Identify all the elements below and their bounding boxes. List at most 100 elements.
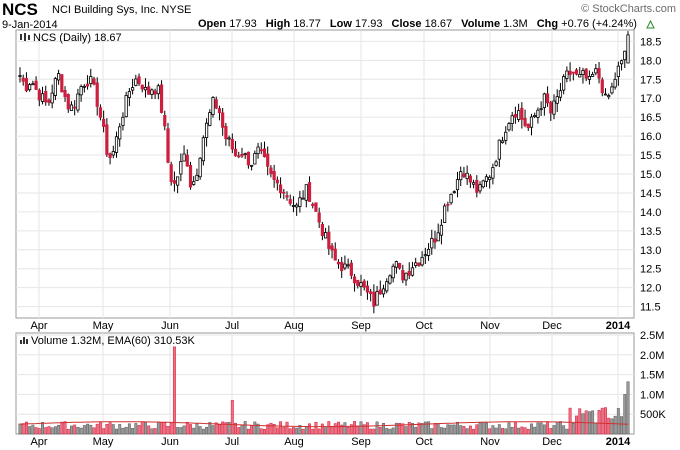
volume-bar-up	[89, 424, 93, 435]
volume-bar-down	[217, 424, 221, 435]
volume-bar-up	[555, 421, 559, 435]
price-x-tick-label: May	[93, 320, 114, 332]
candle	[417, 262, 421, 267]
candle-down-body	[34, 80, 38, 90]
volume-bar-up	[491, 425, 495, 435]
candle-up-body	[504, 131, 508, 141]
volume-bar-up	[562, 425, 566, 435]
candle	[478, 181, 482, 194]
price-legend: NCS (Daily) 18.67	[20, 32, 122, 44]
candle-down-body	[217, 108, 222, 114]
volume-bar-down	[282, 427, 286, 435]
candle	[314, 202, 318, 212]
candle-down-body	[275, 179, 279, 184]
candle-up-body	[484, 176, 489, 182]
candle	[275, 176, 279, 191]
candle	[465, 165, 469, 185]
volume-bar-down	[44, 427, 48, 435]
candle	[266, 146, 270, 176]
candle	[47, 98, 51, 106]
candle-down-body	[214, 99, 218, 109]
volume-bar-up	[127, 423, 131, 435]
candle	[201, 135, 205, 166]
candle-down-body	[85, 83, 90, 87]
candle-down-body	[278, 184, 283, 194]
candle	[520, 102, 524, 129]
volume-bar-down	[147, 425, 151, 435]
candle	[185, 149, 189, 167]
candle	[169, 161, 173, 186]
volume-bar-down	[108, 422, 112, 435]
brand-label[interactable]: © StockCharts.com	[581, 3, 676, 15]
candle-up-body	[613, 78, 617, 88]
candle	[574, 68, 579, 76]
price-tick-label: 11.5	[640, 302, 661, 314]
volume-bar-up	[179, 427, 183, 435]
candle	[153, 88, 157, 100]
volume-bar-down	[333, 423, 337, 435]
candle	[217, 105, 222, 121]
volume-bar-up	[571, 422, 575, 435]
candle	[340, 256, 344, 278]
candle-down-body	[230, 138, 234, 150]
volume-bar-down	[163, 422, 167, 435]
volume-tick-label: 500K	[640, 409, 666, 421]
candle-up-body	[298, 197, 302, 207]
candle-up-body	[50, 92, 54, 104]
candle-up-body	[198, 157, 202, 178]
volume-bar-up	[385, 428, 389, 435]
candle	[250, 164, 254, 171]
bars-icon	[20, 337, 28, 344]
candle	[349, 259, 353, 280]
candle-down-body	[401, 269, 405, 281]
candle-up-body	[250, 164, 254, 167]
volume-bar-down	[337, 421, 340, 435]
candle	[375, 285, 379, 306]
candle	[57, 69, 61, 85]
candle	[407, 262, 411, 280]
candle-down-body	[282, 191, 286, 194]
candle-up-body	[127, 91, 131, 98]
candle-up-body	[79, 86, 83, 96]
volume-bar-up	[517, 427, 521, 435]
candle	[224, 122, 228, 146]
candle-down-body	[365, 285, 370, 293]
volume-bar-up	[623, 394, 627, 435]
volume-bar-down	[263, 428, 266, 435]
price-x-tick-label: Apr	[30, 320, 47, 332]
volume-bar-down	[246, 428, 250, 435]
volume-bar-down	[288, 428, 292, 435]
volume-bar-down	[169, 422, 173, 435]
volume-bar-down	[66, 428, 70, 435]
candle	[53, 76, 57, 101]
candle	[204, 118, 209, 147]
candle-down-body	[159, 84, 164, 113]
candle-up-body	[195, 174, 199, 182]
volume-bar-down	[73, 424, 77, 435]
candle	[359, 274, 363, 296]
candle	[591, 71, 595, 77]
candle	[372, 284, 376, 314]
candle	[304, 184, 308, 208]
candle-down-body	[92, 78, 96, 85]
candle-up-body	[536, 109, 540, 118]
candle	[179, 153, 183, 182]
candle-up-body	[31, 83, 35, 86]
candle-up-body	[211, 97, 215, 116]
volume-bar-up	[53, 426, 57, 435]
candle-up-body	[57, 73, 61, 81]
candle-up-body	[500, 140, 505, 144]
candle-up-body	[82, 85, 86, 88]
candle-down-body	[288, 199, 292, 204]
candle	[221, 107, 225, 136]
candle	[391, 263, 395, 283]
candle-up-body	[53, 78, 57, 96]
candle	[31, 80, 35, 86]
candle-down-body	[314, 202, 318, 212]
volume-bar-up	[411, 423, 414, 435]
candle-up-body	[430, 237, 434, 249]
candle-up-body	[156, 85, 160, 95]
candle	[208, 109, 212, 127]
price-tick-label: 16.0	[640, 131, 661, 143]
candle	[95, 77, 99, 116]
